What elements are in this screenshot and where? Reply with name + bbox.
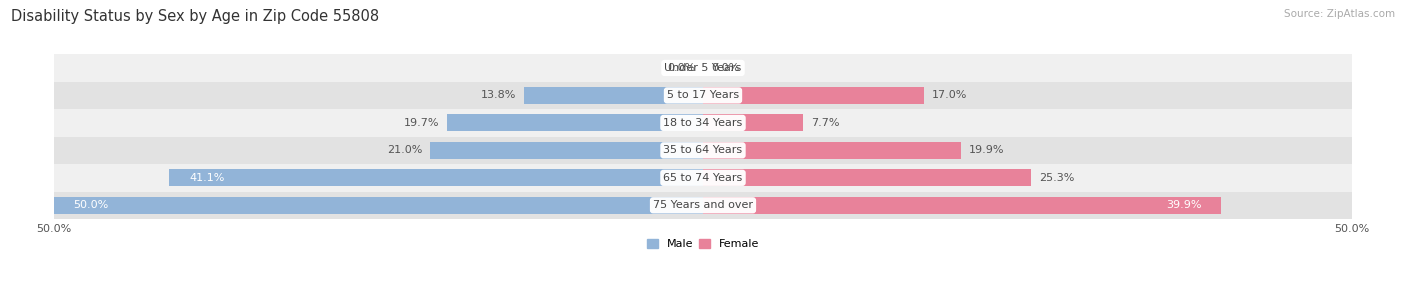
Text: 21.0%: 21.0%	[387, 145, 423, 155]
Text: 39.9%: 39.9%	[1166, 200, 1202, 210]
Bar	[703, 114, 803, 131]
Bar	[703, 197, 1220, 214]
Text: 7.7%: 7.7%	[811, 118, 839, 128]
Text: 25.3%: 25.3%	[1039, 173, 1074, 183]
Bar	[703, 169, 1032, 186]
Text: 50.0%: 50.0%	[37, 224, 72, 234]
Text: Disability Status by Sex by Age in Zip Code 55808: Disability Status by Sex by Age in Zip C…	[11, 9, 380, 24]
Text: 17.0%: 17.0%	[931, 90, 967, 100]
Text: 35 to 64 Years: 35 to 64 Years	[664, 145, 742, 155]
Text: 19.9%: 19.9%	[969, 145, 1005, 155]
Bar	[53, 164, 1353, 192]
Bar	[703, 142, 962, 159]
Text: 65 to 74 Years: 65 to 74 Years	[664, 173, 742, 183]
Text: 19.7%: 19.7%	[404, 118, 440, 128]
Bar	[53, 109, 1353, 136]
Text: 75 Years and over: 75 Years and over	[652, 200, 754, 210]
Legend: Male, Female: Male, Female	[643, 234, 763, 254]
Bar	[53, 197, 703, 214]
Text: 18 to 34 Years: 18 to 34 Years	[664, 118, 742, 128]
Bar	[524, 87, 703, 104]
Text: 41.1%: 41.1%	[188, 173, 225, 183]
Text: 50.0%: 50.0%	[73, 200, 108, 210]
Text: 13.8%: 13.8%	[481, 90, 516, 100]
Text: 0.0%: 0.0%	[711, 63, 740, 73]
Bar	[53, 82, 1353, 109]
Bar	[447, 114, 703, 131]
Bar	[703, 87, 924, 104]
Text: 0.0%: 0.0%	[666, 63, 695, 73]
Text: Under 5 Years: Under 5 Years	[665, 63, 741, 73]
Text: 50.0%: 50.0%	[1334, 224, 1369, 234]
Text: 5 to 17 Years: 5 to 17 Years	[666, 90, 740, 100]
Bar	[53, 54, 1353, 82]
Bar	[170, 169, 703, 186]
Text: Source: ZipAtlas.com: Source: ZipAtlas.com	[1284, 9, 1395, 19]
Bar	[430, 142, 703, 159]
Bar	[53, 192, 1353, 219]
Bar	[53, 136, 1353, 164]
